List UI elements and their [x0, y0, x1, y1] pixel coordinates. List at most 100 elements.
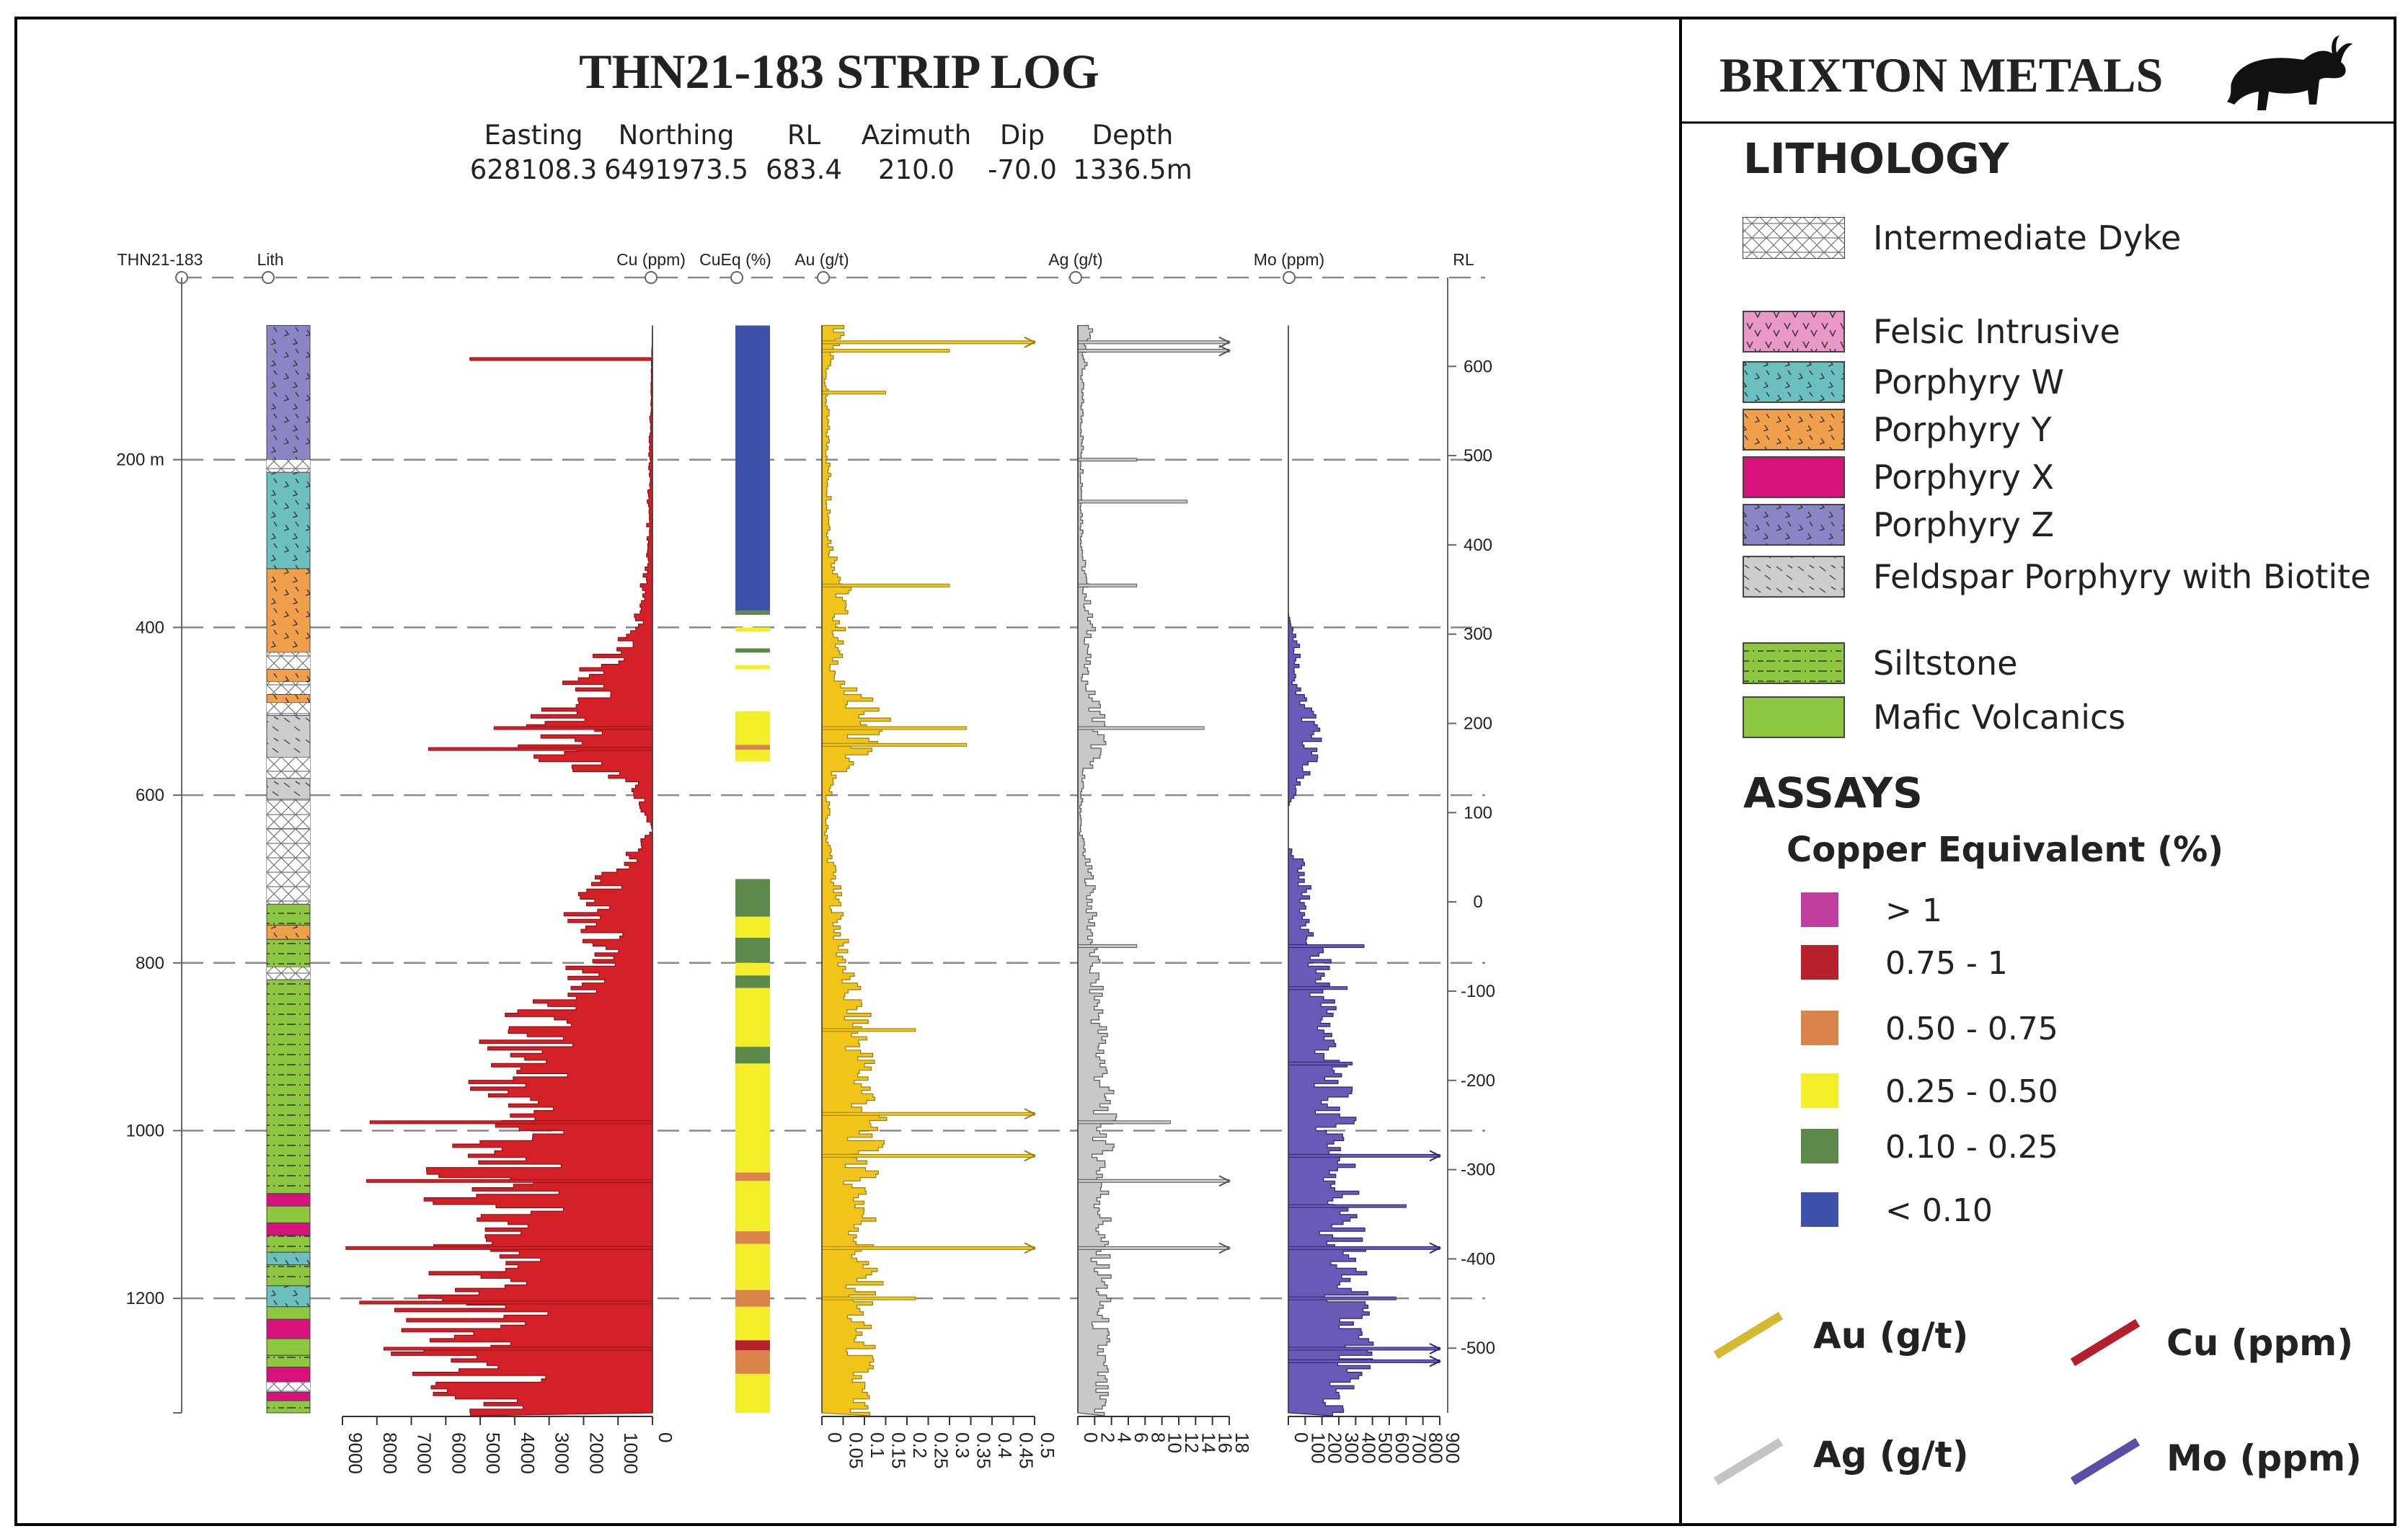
header-marker [262, 271, 275, 284]
ag-spike [1077, 340, 1230, 345]
cueq-legend-label: < 0.10 [1885, 1192, 1993, 1229]
cu-axis-label: 8000 [379, 1432, 401, 1474]
au-overflow-arrow [1024, 1150, 1037, 1162]
mo-spike [1288, 1296, 1396, 1300]
track-header-au: Au (g/t) [794, 250, 849, 269]
lith-pattern [267, 1401, 310, 1413]
collar-label: Easting [484, 120, 583, 151]
au-axis-label: 0.3 [952, 1432, 973, 1458]
au-axis-label: 0.4 [994, 1432, 1016, 1458]
cueq-legend-title: Copper Equivalent (%) [1787, 830, 2223, 870]
au-axis-label: 0.45 [1016, 1432, 1037, 1469]
rl-tick-label: -100 [1461, 982, 1495, 1001]
ag-axis-label: 2 [1097, 1432, 1118, 1442]
au-axis-label: 0.15 [888, 1432, 910, 1469]
track-header-cueq: CuEq (%) [699, 250, 771, 269]
lith-pattern [267, 703, 310, 716]
lith-swatch [1743, 456, 1845, 498]
ag-overflow-arrow [1218, 345, 1231, 357]
ag-axis-label: 14 [1198, 1432, 1219, 1453]
depth-tick-label: 1000 [126, 1121, 164, 1140]
lith-pattern [267, 925, 310, 940]
lith-pattern [267, 939, 310, 967]
mo-axis-label: 300 [1341, 1432, 1363, 1463]
cueq-legend-label: > 1 [1885, 892, 1942, 929]
au-spike [821, 1153, 1035, 1158]
lith-pattern [267, 967, 310, 980]
lith-legend-label: Feldspar Porphyry with Biotite [1873, 557, 2371, 596]
cueq-swatch [1801, 1073, 1838, 1108]
cueq-interval [735, 975, 770, 988]
cu-axis-label: 0 [655, 1432, 676, 1442]
rl-tick-label: 500 [1464, 446, 1492, 466]
lith-interval [266, 1193, 311, 1207]
ag-axis-label: 18 [1231, 1432, 1253, 1453]
lith-pattern [267, 828, 310, 905]
rl-tick-label: 300 [1464, 625, 1492, 644]
cu-axis-label: 4000 [517, 1432, 539, 1474]
cu-axis-label: 5000 [482, 1432, 504, 1474]
cu-spike [493, 726, 653, 730]
ag-spike [1077, 458, 1138, 462]
ag-spike [1077, 726, 1205, 730]
cueq-interval [735, 937, 770, 963]
mo-spike [1288, 1153, 1440, 1158]
rl-axis: 600 500 400 300 200 100 0 -100 -200 -300 -400 -500 [1447, 278, 1495, 1413]
collar-value: -70.0 [988, 154, 1057, 185]
ag-axis-label: 8 [1147, 1432, 1169, 1442]
au-track [821, 324, 1037, 1416]
cu-axis-label: 6000 [448, 1432, 469, 1474]
collar-value: 1336.5m [1073, 154, 1192, 185]
ag-overflow-arrow [1218, 1242, 1231, 1254]
collar-label: Azimuth [862, 120, 971, 151]
cueq-interval [735, 1231, 770, 1244]
cu-spike [345, 1246, 653, 1250]
cueq-swatch [1801, 1011, 1838, 1045]
au-spike [821, 1028, 916, 1032]
lith-swatch-pattern [1743, 218, 1844, 258]
company-name: BRIXTON METALS [1719, 48, 2163, 102]
cueq-interval [735, 879, 770, 917]
cueq-interval [735, 1290, 770, 1307]
collar-value: 6491973.5 [604, 154, 748, 185]
mo-axis-label: 800 [1425, 1432, 1447, 1463]
lith-pattern [267, 715, 310, 758]
series-key-label: Cu (ppm) [2166, 1322, 2353, 1364]
lith-legend-label: Intermediate Dyke [1873, 218, 2181, 257]
cueq-interval [735, 1340, 770, 1351]
cu-spike [428, 747, 653, 751]
lith-legend-label: Felsic Intrusive [1873, 312, 2120, 351]
series-key-legend: Au (g/t) Cu (ppm) Ag (g/t) Mo (ppm) [1713, 1311, 2362, 1486]
ag-spike [1077, 583, 1138, 587]
ag-axis-label: 10 [1164, 1432, 1186, 1453]
cueq-interval [735, 1373, 770, 1413]
lith-swatch-pattern [1743, 409, 1844, 450]
lith-swatch-pattern [1743, 362, 1844, 402]
lith-pattern [267, 1382, 310, 1393]
track-header-ag: Ag (g/t) [1048, 250, 1102, 269]
lith-pattern [267, 778, 310, 799]
lith-interval [266, 1391, 311, 1401]
series-key-swatch [2070, 1437, 2141, 1486]
lith-pattern [267, 1355, 310, 1367]
rl-tick-label: -200 [1461, 1071, 1495, 1091]
ag-axis-label: 4 [1114, 1432, 1136, 1442]
header-marker [645, 271, 658, 284]
cueq-interval [735, 665, 770, 670]
series-key-label: Au (g/t) [1813, 1315, 1968, 1357]
mo-axis-label: 0 [1291, 1432, 1312, 1442]
au-axis-label: 0.5 [1037, 1432, 1058, 1458]
ag-profile [1077, 324, 1117, 1416]
mo-spike [1288, 986, 1348, 990]
cu-track [345, 325, 653, 1416]
cueq-track [735, 325, 770, 1413]
rl-tick-label: 200 [1464, 714, 1492, 734]
lith-interval [266, 1222, 311, 1236]
mo-profile [1288, 325, 1374, 1416]
series-key-label: Ag (g/t) [1813, 1434, 1969, 1476]
cu-spike [359, 1300, 653, 1305]
rl-tick-label: -500 [1461, 1339, 1495, 1358]
track-header-hole: THN21-183 [118, 250, 203, 269]
cueq-interval [735, 750, 770, 762]
au-profile [821, 324, 891, 1416]
